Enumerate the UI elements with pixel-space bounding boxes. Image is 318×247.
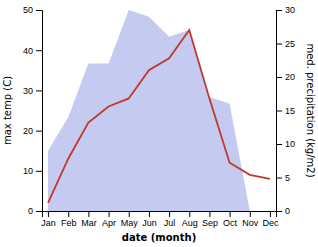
tick: Jun	[142, 211, 157, 228]
tick: Oct	[223, 211, 238, 228]
tick-mark	[169, 211, 170, 217]
tick: 0	[276, 206, 290, 216]
tick-mark	[209, 211, 210, 217]
tick-mark	[68, 211, 69, 217]
tick: Apr	[102, 211, 116, 228]
tick-mark	[270, 211, 271, 217]
x-axis: Jan Feb Mar Apr MayJun Jul Aug Sep Oct NovDec	[41, 211, 279, 228]
tick: Nov	[242, 211, 259, 228]
tick-mark	[250, 211, 251, 217]
tick-mark	[276, 211, 282, 212]
y2-axis-title: med. precipitation (kg/m2)	[305, 43, 316, 177]
tick-label: Aug	[182, 218, 198, 228]
tick-mark	[276, 10, 282, 11]
tick-mark	[276, 44, 282, 45]
axis-line	[277, 11, 283, 212]
tick: 5	[276, 173, 290, 183]
tick-label: 50	[23, 5, 33, 15]
tick: 10	[276, 139, 295, 149]
x-axis-title: date (month)	[122, 232, 196, 243]
tick-label: 15	[285, 106, 295, 116]
tick-mark	[230, 211, 231, 217]
tick: 0	[28, 206, 42, 216]
tick-label: Sep	[202, 218, 218, 228]
y-axis: 0 10 20 30 40 50	[23, 5, 43, 216]
tick-mark	[36, 131, 42, 132]
tick: Sep	[202, 211, 218, 228]
tick-label: Feb	[61, 218, 77, 228]
tick-mark	[276, 77, 282, 78]
tick-mark	[276, 144, 282, 145]
tick-label: 0	[28, 206, 33, 216]
y-axis-title: max temp (C)	[2, 76, 13, 145]
tick-label: Jul	[164, 218, 176, 228]
tick-label: Jan	[41, 218, 56, 228]
tick-mark	[276, 178, 282, 179]
tick-label: 20	[285, 72, 295, 82]
tick-label: 30	[285, 5, 295, 15]
area	[48, 10, 270, 211]
tick: 50	[23, 5, 42, 15]
tick-mark	[36, 10, 42, 11]
tick-mark	[129, 211, 130, 217]
tick: 20	[23, 126, 42, 136]
tick: Jul	[164, 211, 176, 228]
line	[48, 30, 270, 203]
tick-mark	[36, 50, 42, 51]
tick-mark	[276, 111, 282, 112]
tick-label: Dec	[262, 218, 279, 228]
tick-mark	[149, 211, 150, 217]
tick-mark	[36, 90, 42, 91]
tick-label: Mar	[81, 218, 97, 228]
tick: Mar	[81, 211, 97, 228]
tick-label: May	[121, 218, 139, 228]
tick-label: 25	[285, 39, 295, 49]
tick-label: Nov	[242, 218, 259, 228]
tick: Aug	[182, 211, 198, 228]
tick-mark	[36, 211, 42, 212]
tick-label: 5	[285, 173, 290, 183]
tick-label: 40	[23, 46, 33, 56]
tick-label: 10	[285, 139, 295, 149]
tick: 10	[23, 166, 42, 176]
plot-area	[48, 10, 270, 211]
axis-line	[43, 212, 277, 218]
tick-label: Jun	[142, 218, 157, 228]
tick-mark	[48, 211, 49, 217]
tick: Feb	[61, 211, 77, 228]
tick-label: 0	[285, 206, 290, 216]
tick: 20	[276, 72, 295, 82]
tick: May	[121, 211, 139, 228]
tick: 15	[276, 106, 295, 116]
chart: Jan Feb Mar Apr MayJun Jul Aug Sep Oct NovDec 0 10 2…	[0, 0, 318, 247]
tick-mark	[109, 211, 110, 217]
tick: Dec	[262, 211, 279, 228]
tick: Jan	[41, 211, 56, 228]
tick-mark	[88, 211, 89, 217]
tick-mark	[189, 211, 190, 217]
tick-label: Oct	[223, 218, 238, 228]
axis-line	[36, 11, 43, 212]
tick-label: 20	[23, 126, 33, 136]
tick-label: 10	[23, 166, 33, 176]
tick: 40	[23, 46, 42, 56]
tick: 25	[276, 39, 295, 49]
tick-mark	[36, 171, 42, 172]
tick-label: Apr	[102, 218, 116, 228]
tick: 30	[276, 5, 295, 15]
y2-axis: 0 5 10 15 20 25 30	[276, 5, 295, 216]
tick-label: 30	[23, 86, 33, 96]
tick: 30	[23, 86, 42, 96]
